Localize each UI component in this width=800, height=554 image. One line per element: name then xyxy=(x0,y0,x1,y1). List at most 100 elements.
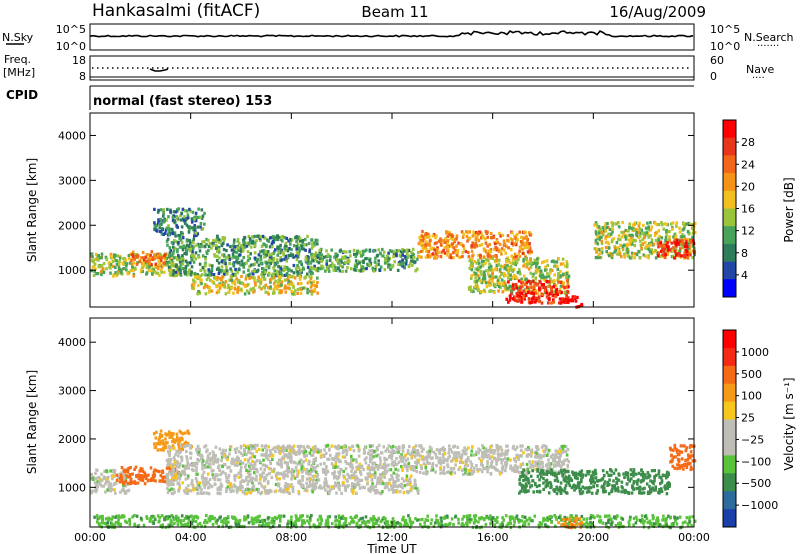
heatmap-cell xyxy=(262,249,266,253)
heatmap-cell xyxy=(542,260,546,264)
heatmap-cell xyxy=(294,236,297,240)
heatmap-cell xyxy=(247,521,251,525)
heatmap-cell xyxy=(397,460,401,464)
heatmap-cell xyxy=(208,286,211,290)
heatmap-cell xyxy=(341,269,344,273)
heatmap-cell xyxy=(201,467,204,471)
heatmap-cell xyxy=(282,475,286,479)
heatmap-cell xyxy=(381,490,384,494)
heatmap-cell xyxy=(191,286,195,290)
heatmap-cell xyxy=(611,230,614,234)
heatmap-cell xyxy=(110,484,113,488)
heatmap-cell xyxy=(563,290,567,294)
heatmap-cell xyxy=(113,482,116,486)
heatmap-cell xyxy=(318,248,321,252)
heatmap-cell xyxy=(378,268,382,272)
heatmap-cell xyxy=(95,252,98,256)
heatmap-cell xyxy=(315,478,318,482)
heatmap-cell xyxy=(220,265,224,269)
heatmap-cell xyxy=(354,485,357,489)
heatmap-cell xyxy=(124,519,127,523)
heatmap-cell xyxy=(280,489,283,494)
freq-right-tick-top: 60 xyxy=(710,54,724,67)
heatmap-cell xyxy=(380,465,383,469)
heatmap-cell xyxy=(351,517,354,521)
heatmap-cell xyxy=(693,231,697,235)
heatmap-cell xyxy=(169,445,172,449)
heatmap-cell xyxy=(199,243,203,247)
heatmap-cell xyxy=(548,297,551,301)
heatmap-cell xyxy=(95,272,98,276)
heatmap-cell xyxy=(567,274,571,278)
heatmap-cell xyxy=(536,292,540,296)
heatmap-cell xyxy=(552,264,556,268)
heatmap-cell xyxy=(306,281,310,285)
heatmap-cell xyxy=(497,262,500,266)
heatmap-cell xyxy=(368,449,371,453)
heatmap-cell xyxy=(315,259,319,263)
heatmap-cell xyxy=(244,463,248,467)
heatmap-cell xyxy=(525,236,528,240)
heatmap-cell xyxy=(410,468,414,472)
heatmap-cell xyxy=(330,457,334,461)
heatmap-cell xyxy=(223,272,226,277)
heatmap-cell xyxy=(382,482,385,486)
heatmap-cell xyxy=(508,294,512,298)
heatmap-cell xyxy=(102,262,106,266)
heatmap-cell xyxy=(198,262,202,266)
heatmap-cell xyxy=(623,255,626,259)
heatmap-cell xyxy=(531,300,535,304)
heatmap-cell xyxy=(149,466,153,470)
heatmap-cell xyxy=(310,252,313,256)
heatmap-cell xyxy=(208,272,212,276)
heatmap-cell xyxy=(100,264,103,268)
heatmap-cell xyxy=(512,273,516,277)
heatmap-cell xyxy=(206,456,210,460)
heatmap-cell xyxy=(249,451,252,455)
heatmap-cell xyxy=(285,469,288,473)
heatmap-cell xyxy=(273,467,276,471)
heatmap-cell xyxy=(173,238,176,243)
heatmap-cell xyxy=(256,443,259,447)
heatmap-cell xyxy=(210,279,214,283)
heatmap-cell xyxy=(420,255,423,259)
heatmap-cell xyxy=(111,477,114,481)
heatmap-cell xyxy=(166,441,169,445)
heatmap-cell xyxy=(604,222,607,226)
heatmap-cell xyxy=(310,292,314,296)
heatmap-cell xyxy=(399,484,403,489)
heatmap-cell xyxy=(292,469,295,473)
heatmap-cell xyxy=(547,293,551,297)
heatmap-cell xyxy=(337,261,340,265)
heatmap-cell xyxy=(243,492,247,496)
heatmap-cell xyxy=(370,453,373,457)
heatmap-cell xyxy=(194,231,198,235)
heatmap-cell xyxy=(250,270,254,274)
heatmap-cell xyxy=(411,263,414,267)
heatmap-cell xyxy=(219,482,223,486)
heatmap-cell xyxy=(540,301,544,305)
heatmap-cell xyxy=(91,255,94,259)
heatmap-cell xyxy=(507,259,511,263)
heatmap-cell xyxy=(350,469,353,473)
heatmap-cell xyxy=(409,452,412,456)
heatmap-cell xyxy=(115,473,119,477)
heatmap-cell xyxy=(208,242,212,246)
heatmap-cell xyxy=(166,517,170,521)
heatmap-cell xyxy=(604,522,608,526)
heatmap-cell xyxy=(528,261,532,266)
heatmap-cell xyxy=(217,271,221,276)
heatmap-cell xyxy=(326,253,330,257)
heatmap-cell xyxy=(369,466,372,470)
heatmap-cell xyxy=(121,261,125,265)
heatmap-cell xyxy=(150,262,153,267)
heatmap-cell xyxy=(362,260,365,265)
heatmap-cell xyxy=(484,257,488,262)
heatmap-cell xyxy=(236,238,240,242)
heatmap-cell xyxy=(279,255,282,260)
heatmap-cell xyxy=(490,520,494,524)
heatmap-cell xyxy=(184,267,187,271)
heatmap-cell xyxy=(500,278,504,282)
heatmap-cell xyxy=(187,466,190,470)
nsky-panel: N.Sky 10^5 10^0 10^5 10^0 N.Search ·····… xyxy=(2,23,794,53)
